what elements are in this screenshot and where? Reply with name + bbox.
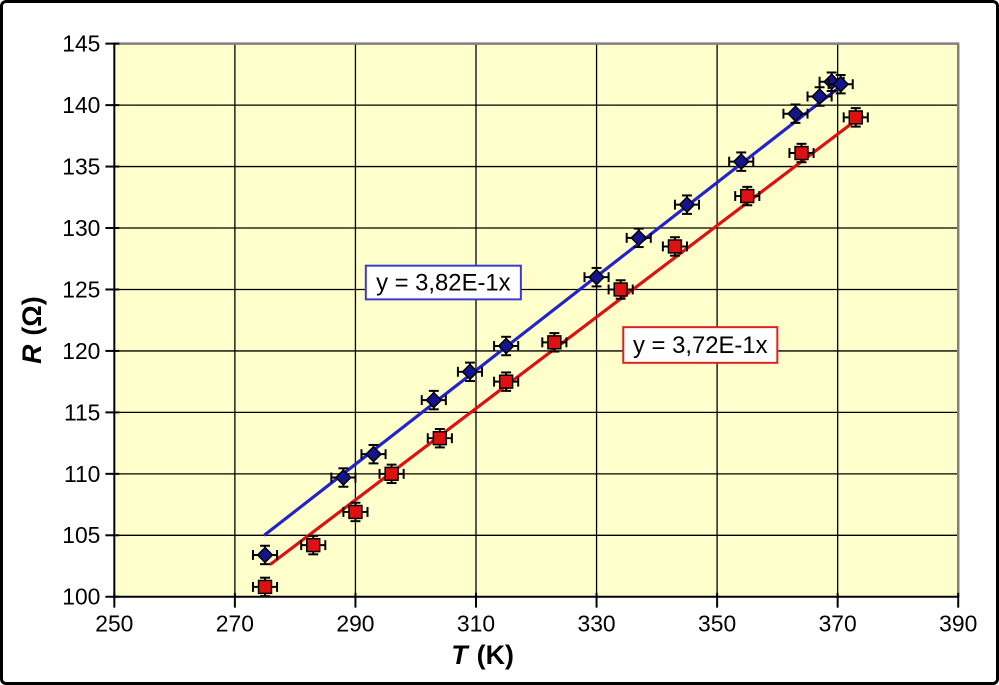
equation-label-red-square-series: y = 3,72E-1x [633,332,768,359]
diamond-marker [425,391,443,409]
equation-box-red-square-series [622,326,779,364]
data-point-blue-diamond-series [493,335,520,357]
equation-label-blue-diamond-series: y = 3,82E-1x [376,269,511,296]
diamond-marker [732,153,750,171]
y-tick-label: 145 [62,31,100,57]
x-tick-label: 290 [336,610,374,636]
data-point-blue-diamond-series [251,544,279,566]
square-marker [348,504,363,520]
y-tick-label: 125 [62,276,100,302]
data-point-red-square-series [378,463,405,485]
chart-canvas: 250 270 290 310 330 350 370 390 100 105 110 115 120 1… [17,31,978,671]
diamond-marker [588,268,606,286]
data-point-blue-diamond-series [583,266,610,288]
data-point-red-square-series [734,185,761,207]
y-tick-label: 100 [62,584,100,610]
x-tick-label: 310 [457,610,495,636]
data-point-red-square-series [342,501,369,523]
square-marker [547,335,562,350]
x-tick-label: 370 [819,610,857,636]
data-point-blue-diamond-series [456,361,484,383]
square-marker [613,282,628,297]
diamond-marker [497,337,515,355]
y-tick-label: 120 [62,338,100,364]
data-point-blue-diamond-series [420,389,447,411]
data-point-blue-diamond-series [625,227,652,249]
square-marker [740,188,755,204]
diamond-marker [811,88,829,105]
data-point-blue-diamond-series [806,86,833,107]
square-marker [848,110,863,125]
data-point-red-square-series [300,534,327,556]
data-point-red-square-series [541,332,568,353]
x-axis-title: T (K) [451,640,514,670]
square-marker [498,374,514,389]
x-axis-title-unit: (K) [477,640,514,670]
y-axis-title: R (Ω) [17,296,47,364]
x-tick-label: 270 [216,610,254,636]
diamond-marker [365,445,383,463]
data-point-blue-diamond-series [827,73,854,95]
trendline-blue-diamond-series [263,82,846,537]
square-marker [794,145,809,161]
square-marker [667,239,683,254]
data-point-red-square-series [788,142,815,164]
data-point-blue-diamond-series [360,443,387,465]
square-marker [384,466,399,482]
diamond-marker [832,75,850,93]
data-point-blue-diamond-series [728,151,755,172]
diamond-marker [678,196,696,214]
x-tick-label: 350 [698,610,736,636]
data-point-red-square-series [842,107,869,128]
square-marker [432,431,448,446]
square-marker [306,537,321,553]
data-point-blue-diamond-series [330,467,357,488]
equation-box-blue-diamond-series [364,264,522,301]
x-tick-label: 250 [95,610,133,636]
diamond-marker [630,229,648,247]
data-point-blue-diamond-series [673,194,701,215]
data-point-red-square-series [426,427,453,449]
diamond-marker [256,546,274,564]
x-axis-title-symbol: T [451,640,470,670]
y-tick-label: 135 [62,154,100,180]
plot-area [114,43,959,597]
diamond-marker [786,105,804,123]
data-point-red-square-series [251,576,279,598]
data-point-blue-diamond-series [782,103,809,124]
y-axis-title-symbol: R [17,344,47,364]
x-tick-label: 390 [939,610,977,636]
square-marker [257,579,273,595]
x-tick-label: 330 [577,610,615,636]
diamond-marker [461,363,479,381]
y-tick-label: 110 [64,461,100,487]
data-point-red-square-series [607,279,634,300]
diamond-marker [334,469,352,487]
y-tick-label: 115 [64,399,100,425]
y-axis-title-unit: (Ω) [17,296,47,335]
data-point-red-square-series [493,371,520,392]
data-point-red-square-series [661,236,688,257]
y-tick-label: 105 [62,522,100,548]
y-tick-label: 130 [62,215,100,241]
y-tick-label: 140 [62,92,100,118]
